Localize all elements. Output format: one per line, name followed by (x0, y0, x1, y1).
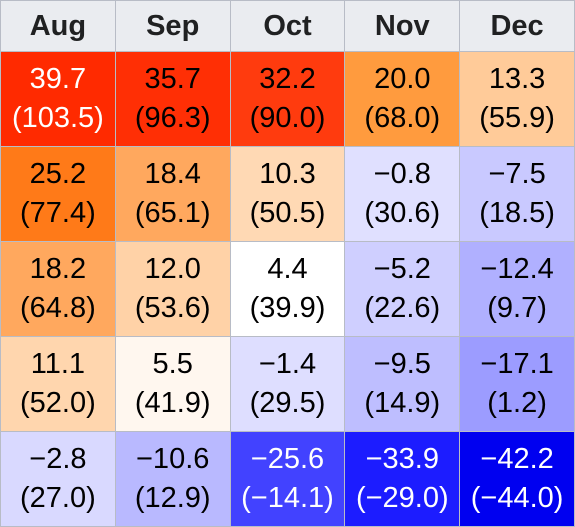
temperature-cell: −0.8 (30.6) (344, 146, 461, 242)
temperature-cell: −25.6 (−14.1) (229, 431, 346, 527)
temperature-cell: −33.9 (−29.0) (344, 431, 461, 527)
column-header: Aug (0, 0, 116, 52)
fahrenheit-value: (39.9) (249, 292, 326, 324)
temperature-cell: −2.8 (27.0) (0, 431, 116, 527)
temperature-cell: −12.4 (9.7) (459, 241, 575, 337)
temperature-cell: 32.2 (90.0) (229, 51, 346, 147)
fahrenheit-value: (52.0) (20, 387, 96, 419)
temperature-cell: 20.0 (68.0) (344, 51, 461, 147)
fahrenheit-value: (22.6) (364, 292, 441, 324)
table-row: 18.2 (64.8) 12.0 (53.6) 4.4 (39.9) −5.2 (22.6) −… (0, 241, 575, 337)
celsius-value: 11.1 (30, 348, 86, 380)
fahrenheit-value: (103.5) (11, 102, 104, 134)
celsius-value: −12.4 (480, 253, 554, 285)
column-header: Sep (114, 0, 231, 52)
celsius-value: 18.2 (29, 253, 87, 285)
fahrenheit-value: (−14.1) (241, 482, 334, 514)
temperature-cell: −42.2 (−44.0) (459, 431, 575, 527)
table-row: 25.2 (77.4) 18.4 (65.1) 10.3 (50.5) −0.8 (30.6)… (0, 146, 575, 242)
fahrenheit-value: (27.0) (20, 482, 96, 514)
temperature-cell: −17.1 (1.2) (459, 336, 575, 432)
celsius-value: 20.0 (374, 63, 431, 95)
fahrenheit-value: (14.9) (364, 387, 441, 419)
celsius-value: 13.3 (488, 63, 546, 95)
temperature-cell: −7.5 (18.5) (459, 146, 575, 242)
fahrenheit-value: (90.0) (249, 102, 326, 134)
table-row: −2.8 (27.0) −10.6 (12.9) −25.6 (−14.1) −33.9 (−… (0, 431, 575, 527)
fahrenheit-value: (18.5) (479, 197, 555, 229)
fahrenheit-value: (68.0) (364, 102, 441, 134)
fahrenheit-value: (1.2) (487, 387, 547, 419)
celsius-value: −9.5 (373, 348, 431, 380)
temperature-cell: 35.7 (96.3) (114, 51, 231, 147)
temperature-cell: 12.0 (53.6) (114, 241, 231, 337)
temperature-cell: −1.4 (29.5) (229, 336, 346, 432)
header-row: Aug Sep Oct Nov Dec (0, 0, 575, 52)
celsius-value: 12.0 (144, 253, 201, 285)
fahrenheit-value: (50.5) (249, 197, 326, 229)
temperature-cell: 13.3 (55.9) (459, 51, 575, 147)
celsius-value: 10.3 (259, 158, 316, 190)
fahrenheit-value: (12.9) (134, 482, 211, 514)
temperature-cell: 11.1 (52.0) (0, 336, 116, 432)
fahrenheit-value: (96.3) (134, 102, 211, 134)
table-row: 11.1 (52.0) 5.5 (41.9) −1.4 (29.5) −9.5 (14.9) −… (0, 336, 575, 432)
celsius-value: −10.6 (136, 443, 210, 475)
temperature-cell: −10.6 (12.9) (114, 431, 231, 527)
celsius-value: −42.2 (480, 443, 554, 475)
celsius-value: 39.7 (29, 63, 87, 95)
celsius-value: 32.2 (259, 63, 316, 95)
temperature-cell: −9.5 (14.9) (344, 336, 461, 432)
celsius-value: 25.2 (29, 158, 87, 190)
temperature-cell: 4.4 (39.9) (229, 241, 346, 337)
temperature-cell: 25.2 (77.4) (0, 146, 116, 242)
celsius-value: 35.7 (144, 63, 201, 95)
celsius-value: −25.6 (250, 443, 325, 475)
table-row: 39.7 (103.5) 35.7 (96.3) 32.2 (90.0) 20.0 (68.0… (0, 51, 575, 147)
fahrenheit-value: (65.1) (134, 197, 211, 229)
temperature-cell: 18.4 (65.1) (114, 146, 231, 242)
celsius-value: 18.4 (144, 158, 201, 190)
temperature-cell: −5.2 (22.6) (344, 241, 461, 337)
celsius-value: −7.5 (488, 158, 546, 190)
fahrenheit-value: (−44.0) (470, 482, 564, 514)
celsius-value: −1.4 (258, 348, 317, 380)
fahrenheit-value: (55.9) (479, 102, 555, 134)
temperature-cell: 39.7 (103.5) (0, 51, 116, 147)
celsius-value: −33.9 (365, 443, 439, 475)
temperature-cell: 5.5 (41.9) (114, 336, 231, 432)
temperature-cell: 10.3 (50.5) (229, 146, 346, 242)
fahrenheit-value: (−29.0) (355, 482, 449, 514)
fahrenheit-value: (9.7) (487, 292, 547, 324)
column-header: Nov (344, 0, 461, 52)
fahrenheit-value: (77.4) (20, 197, 96, 229)
fahrenheit-value: (64.8) (20, 292, 96, 324)
celsius-value: −2.8 (29, 443, 87, 475)
celsius-value: −17.1 (480, 348, 554, 380)
fahrenheit-value: (53.6) (134, 292, 211, 324)
celsius-value: −0.8 (373, 158, 431, 190)
celsius-value: −5.2 (373, 253, 431, 285)
fahrenheit-value: (30.6) (364, 197, 441, 229)
fahrenheit-value: (41.9) (134, 387, 211, 419)
table-body: 39.7 (103.5) 35.7 (96.3) 32.2 (90.0) 20.0 (68.0… (0, 51, 575, 527)
column-header: Dec (459, 0, 575, 52)
celsius-value: 4.4 (267, 253, 308, 285)
celsius-value: 5.5 (152, 348, 193, 380)
column-header: Oct (229, 0, 346, 52)
temperature-cell: 18.2 (64.8) (0, 241, 116, 337)
fahrenheit-value: (29.5) (249, 387, 326, 419)
